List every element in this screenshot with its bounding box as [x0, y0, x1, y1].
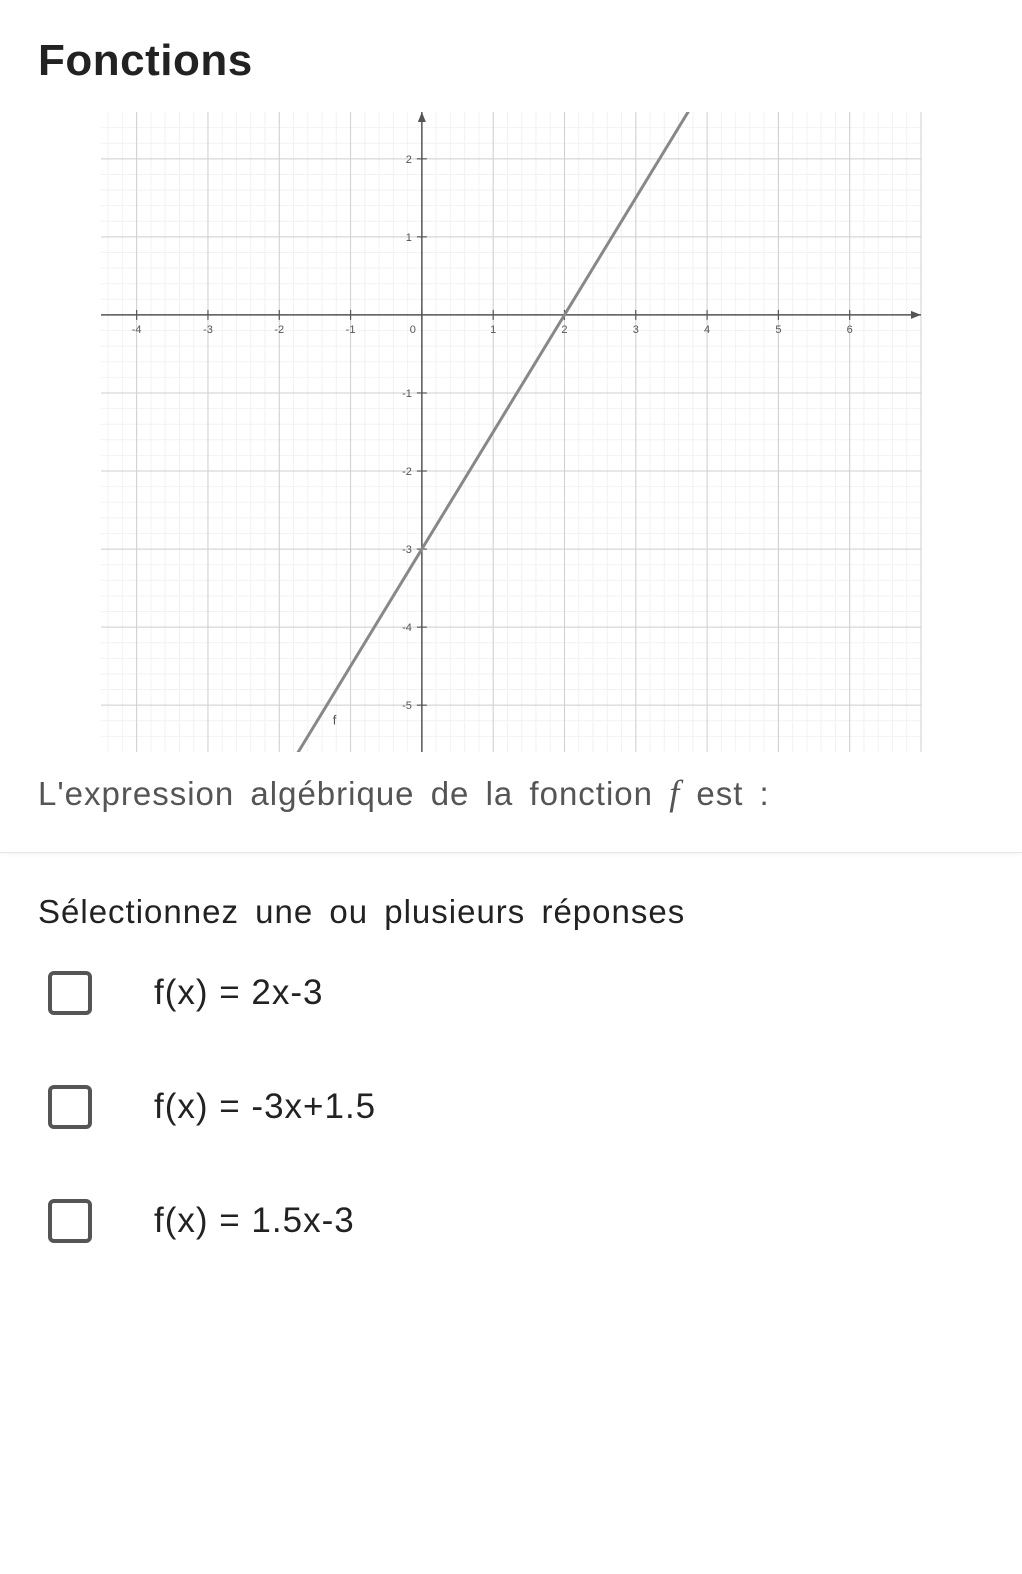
answer-label: f(x) = -3x+1.5 [154, 1087, 376, 1127]
answer-label: f(x) = 1.5x-3 [154, 1201, 355, 1241]
answer-label: f(x) = 2x-3 [154, 973, 324, 1013]
svg-text:-2: -2 [274, 324, 284, 336]
answers-section: Sélectionnez une ou plusieurs réponses f… [0, 853, 1022, 1283]
question-text: L'expression algébrique de la fonction f… [38, 772, 984, 814]
page-title: Fonctions [38, 36, 984, 86]
function-chart: -4 -3 -2 -1 0 1 2 3 4 5 6 -5 -4 -3 -2 -1 1 2 f [38, 112, 984, 752]
checkbox-icon[interactable] [48, 1085, 92, 1129]
svg-text:-3: -3 [402, 544, 412, 556]
svg-text:-4: -4 [402, 622, 412, 634]
svg-text:1: 1 [406, 232, 412, 244]
svg-text:5: 5 [775, 324, 781, 336]
checkbox-icon[interactable] [48, 1199, 92, 1243]
svg-text:2: 2 [561, 324, 567, 336]
svg-text:-1: -1 [402, 388, 412, 400]
svg-text:6: 6 [847, 324, 853, 336]
answer-option-0[interactable]: f(x) = 2x-3 [48, 971, 984, 1015]
svg-text:-2: -2 [402, 466, 412, 478]
answer-option-2[interactable]: f(x) = 1.5x-3 [48, 1199, 984, 1243]
question-card: Fonctions -4 -3 -2 -1 0 1 2 3 4 5 6 -5 -4 -3 -2 -1 1 2 f L… [0, 0, 1022, 853]
svg-text:-3: -3 [203, 324, 213, 336]
svg-text:-5: -5 [402, 700, 412, 712]
svg-text:2: 2 [406, 154, 412, 166]
instruction-text: Sélectionnez une ou plusieurs réponses [38, 893, 984, 931]
svg-text:3: 3 [633, 324, 639, 336]
svg-text:f: f [333, 713, 337, 728]
svg-text:-4: -4 [132, 324, 142, 336]
checkbox-icon[interactable] [48, 971, 92, 1015]
question-prefix: L'expression algébrique de la fonction [38, 775, 669, 812]
svg-text:1: 1 [490, 324, 496, 336]
question-variable: f [669, 773, 680, 813]
question-suffix: est : [680, 775, 770, 812]
svg-text:-1: -1 [346, 324, 356, 336]
svg-text:0: 0 [410, 324, 416, 336]
answer-option-1[interactable]: f(x) = -3x+1.5 [48, 1085, 984, 1129]
svg-text:4: 4 [704, 324, 710, 336]
